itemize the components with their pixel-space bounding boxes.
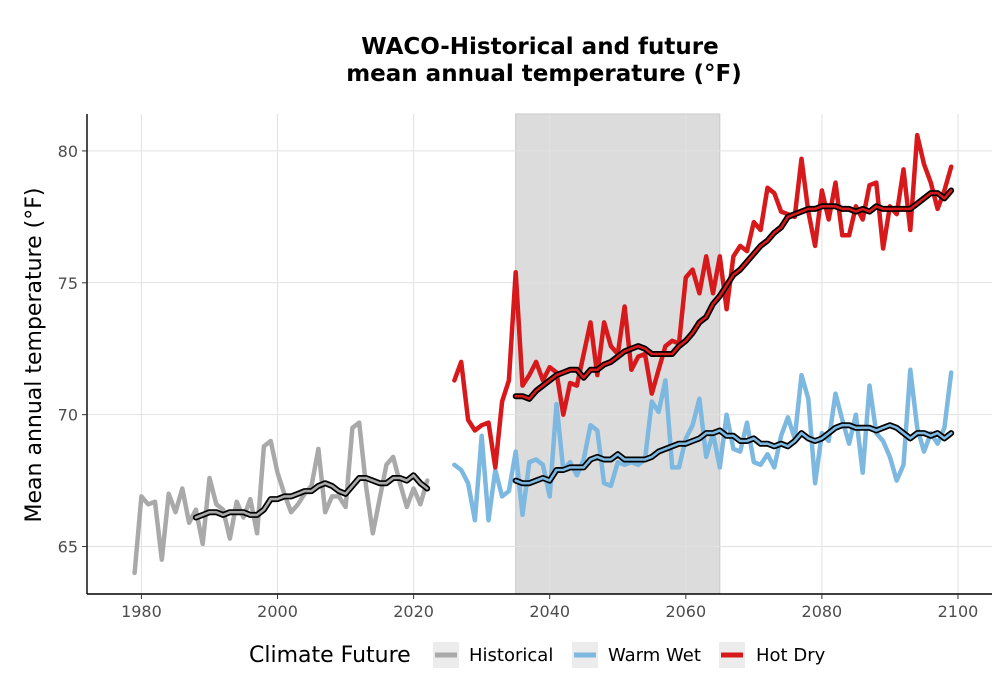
y-axis-title: Mean annual temperature (°F) (22, 188, 47, 523)
x-tick-label-2080: 2080 (802, 602, 843, 621)
y-tick-label-75: 75 (58, 274, 78, 293)
x-tick-label-2100: 2100 (938, 602, 979, 621)
legend-title: Climate Future (249, 643, 411, 668)
chart-title-line-2: mean annual temperature (°F) (346, 61, 742, 87)
x-tick-label-1980: 1980 (121, 602, 162, 621)
series-line-warm-wet (452, 367, 954, 523)
axis-layer: 1980 2000 2020 2040 2060 2080 2100 65 70 75 80 (58, 114, 992, 621)
x-tick-label-2000: 2000 (257, 602, 298, 621)
moving-average-line-historical (194, 473, 429, 519)
legend: Climate Future Historical Warm Wet Hot D… (249, 642, 826, 668)
legend-label-hot-dry: Hot Dry (756, 645, 826, 666)
y-tick-label-65: 65 (58, 538, 78, 557)
series-layer (132, 132, 955, 576)
legend-item-historical: Historical (433, 642, 553, 668)
moving-average-line-warm-wet (514, 423, 953, 485)
series-line-historical (132, 420, 430, 576)
legend-label-warm-wet: Warm Wet (608, 645, 701, 666)
series-line-hot-dry (452, 132, 954, 470)
x-tick-label-2020: 2020 (393, 602, 434, 621)
legend-item-warm-wet: Warm Wet (572, 642, 701, 668)
legend-item-hot-dry: Hot Dry (719, 642, 826, 668)
x-tick-label-2060: 2060 (665, 602, 706, 621)
y-tick-label-70: 70 (58, 406, 78, 425)
y-tick-label-80: 80 (58, 142, 78, 161)
moving-average-line-hot-dry (514, 189, 953, 401)
chart-title-line-1: WACO-Historical and future (361, 34, 719, 60)
x-tick-label-2040: 2040 (529, 602, 570, 621)
legend-label-historical: Historical (469, 645, 553, 666)
